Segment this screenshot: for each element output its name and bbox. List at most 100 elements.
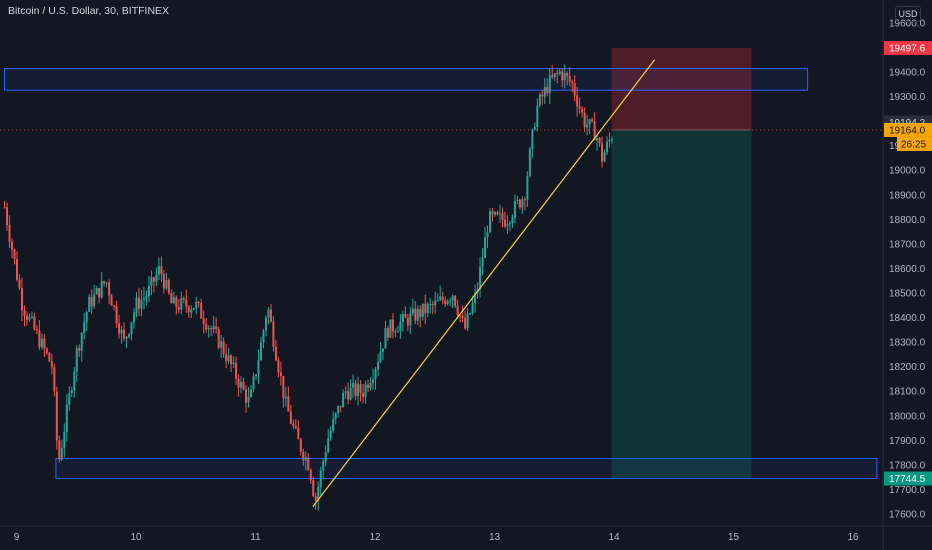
candle-down (182, 298, 185, 300)
candle-down (225, 354, 228, 362)
candle-down (314, 496, 317, 501)
candle-down (23, 310, 26, 316)
candle-up (466, 313, 469, 329)
x-tick-label: 9 (14, 532, 20, 543)
candle-down (103, 281, 106, 284)
x-tick-label: 11 (250, 532, 261, 543)
candle-down (3, 207, 6, 209)
candle-up (304, 457, 307, 461)
x-tick-label: 13 (489, 532, 501, 543)
candle-down (523, 199, 526, 201)
candle-up (232, 362, 235, 365)
candle-down (518, 199, 521, 208)
candle-down (561, 71, 564, 81)
current-price-label: 19164.0 (889, 125, 926, 136)
candle-down (454, 295, 457, 307)
candle-up (484, 237, 487, 258)
x-tick-label: 15 (728, 532, 740, 543)
candle-up (486, 232, 489, 238)
candle-up (349, 387, 352, 400)
candle-up (558, 71, 561, 74)
candle-up (374, 369, 377, 380)
candle-up (257, 360, 260, 375)
candle-down (108, 282, 111, 296)
candle-down (601, 143, 604, 162)
candle-down (25, 315, 28, 320)
x-tick-label: 14 (608, 532, 620, 543)
candle-down (546, 86, 549, 94)
candle-up (172, 297, 175, 304)
candle-down (78, 348, 81, 351)
candle-up (372, 379, 375, 383)
candle-up (68, 393, 71, 405)
candle-up (446, 300, 449, 305)
candle-up (125, 336, 128, 339)
candle-down (591, 119, 594, 122)
candle-up (586, 124, 589, 128)
candle-down (274, 346, 277, 361)
candle-up (376, 361, 379, 370)
candle-up (28, 316, 31, 320)
candle-down (235, 362, 238, 379)
candle-up (481, 257, 484, 268)
candle-up (521, 199, 524, 208)
candle-up (207, 327, 210, 330)
candle-up (128, 333, 131, 337)
candle-down (202, 318, 205, 324)
candle-down (118, 323, 121, 334)
candle-up (401, 313, 404, 322)
candle-down (242, 381, 245, 390)
candle-down (359, 384, 362, 393)
candle-up (611, 139, 614, 141)
candle-up (337, 405, 340, 414)
candle-down (272, 321, 275, 347)
candle-up (389, 319, 392, 338)
candle-down (461, 315, 464, 318)
candle-down (491, 211, 494, 215)
y-tick-label: 17700.0 (889, 485, 926, 496)
candle-up (451, 295, 454, 301)
candle-down (200, 303, 203, 319)
x-tick-label: 16 (847, 532, 859, 543)
candle-down (444, 300, 447, 305)
candle-up (469, 313, 472, 315)
candle-down (269, 309, 272, 322)
target-price-label: 17744.5 (889, 474, 926, 485)
candle-down (309, 469, 312, 481)
candle-up (262, 330, 265, 343)
y-tick-label: 18300.0 (889, 338, 926, 349)
candle-down (187, 306, 190, 313)
candle-up (93, 294, 96, 307)
candle-down (170, 293, 173, 304)
candle-down (424, 303, 427, 314)
y-tick-label: 18400.0 (889, 313, 926, 324)
candle-up (352, 383, 355, 388)
candle-down (8, 225, 11, 242)
candle-up (317, 487, 320, 501)
x-tick-label: 12 (369, 532, 381, 543)
candle-down (222, 341, 225, 355)
candle-up (357, 384, 360, 396)
currency-badge[interactable]: USD (895, 6, 921, 22)
candle-up (506, 224, 509, 227)
candle-down (177, 307, 180, 310)
candle-up (40, 338, 43, 348)
candle-down (162, 274, 165, 289)
candle-up (155, 274, 158, 282)
trendline (312, 59, 656, 507)
y-tick-label: 18800.0 (889, 215, 926, 226)
candle-down (292, 423, 295, 426)
candle-up (508, 223, 511, 225)
candle-down (6, 207, 9, 226)
candle-down (394, 331, 397, 333)
candle-down (312, 480, 315, 497)
candle-up (250, 389, 253, 398)
candle-up (329, 430, 332, 439)
candle-down (137, 297, 140, 309)
y-tick-label: 17900.0 (889, 436, 926, 447)
y-tick-label: 18100.0 (889, 387, 926, 398)
candle-up (247, 397, 250, 403)
candle-up (85, 311, 88, 323)
candle-up (190, 309, 193, 313)
